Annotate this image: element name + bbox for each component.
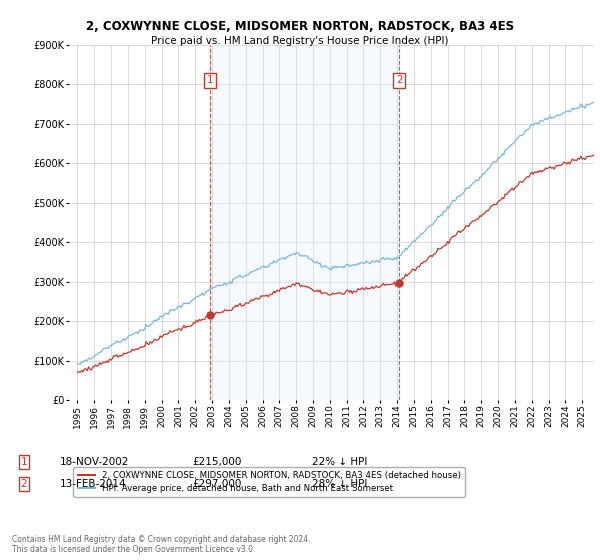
Text: 1: 1 [206, 76, 214, 85]
Text: £215,000: £215,000 [192, 457, 241, 467]
Text: Price paid vs. HM Land Registry's House Price Index (HPI): Price paid vs. HM Land Registry's House … [151, 36, 449, 46]
Text: 2: 2 [20, 479, 28, 489]
Legend: 2, COXWYNNE CLOSE, MIDSOMER NORTON, RADSTOCK, BA3 4ES (detached house), HPI: Ave: 2, COXWYNNE CLOSE, MIDSOMER NORTON, RADS… [73, 467, 465, 497]
Text: 22% ↓ HPI: 22% ↓ HPI [312, 457, 367, 467]
Text: £297,000: £297,000 [192, 479, 241, 489]
Text: 2, COXWYNNE CLOSE, MIDSOMER NORTON, RADSTOCK, BA3 4ES: 2, COXWYNNE CLOSE, MIDSOMER NORTON, RADS… [86, 20, 514, 32]
Text: 18-NOV-2002: 18-NOV-2002 [60, 457, 130, 467]
Text: 13-FEB-2014: 13-FEB-2014 [60, 479, 127, 489]
Text: 1: 1 [20, 457, 28, 467]
Text: 28% ↓ HPI: 28% ↓ HPI [312, 479, 367, 489]
Text: 2: 2 [396, 76, 403, 85]
Bar [210, 45, 399, 400]
Text: Contains HM Land Registry data © Crown copyright and database right 2024.
This d: Contains HM Land Registry data © Crown c… [12, 535, 311, 554]
